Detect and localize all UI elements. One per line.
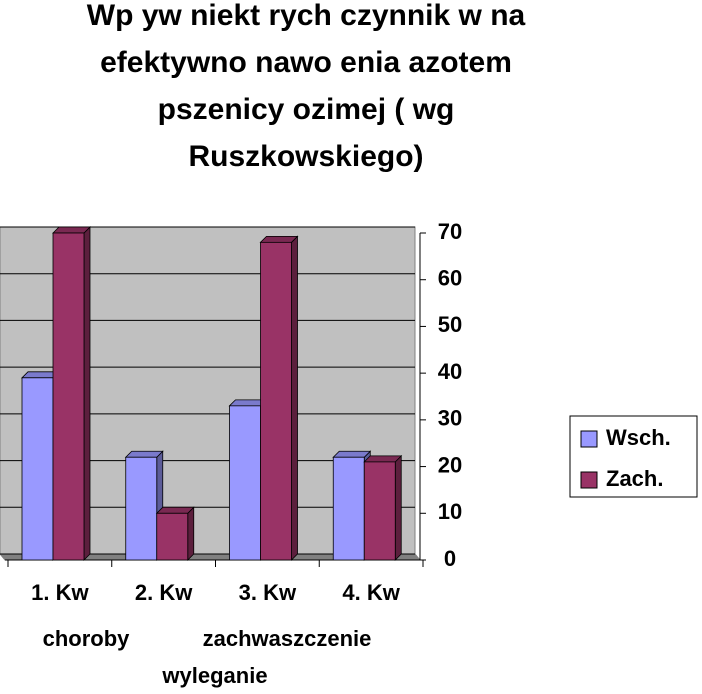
y-tick-label: 70 bbox=[438, 219, 462, 244]
bar-top bbox=[155, 506, 195, 514]
chart-title: efektywno nawo enia azotem bbox=[100, 46, 512, 79]
chart-title: pszenicy ozimej ( wg bbox=[158, 93, 455, 126]
bar bbox=[260, 241, 292, 561]
chart-title: Wp yw niekt rych czynnik w na bbox=[87, 0, 526, 32]
bar bbox=[332, 456, 365, 561]
x-tick-label: 1. Kw bbox=[31, 580, 89, 605]
x-tick-label: 4. Kw bbox=[342, 580, 400, 605]
legend-swatch bbox=[580, 430, 598, 448]
annotation: zachwaszczenie bbox=[203, 626, 372, 651]
bar-side bbox=[291, 235, 298, 561]
y-tick-label: 10 bbox=[438, 499, 462, 524]
legend-swatch bbox=[580, 471, 598, 489]
y-tick-label: 60 bbox=[438, 266, 462, 291]
chart-title: Ruszkowskiego) bbox=[188, 140, 423, 173]
bar-top bbox=[124, 450, 164, 458]
bar bbox=[125, 456, 158, 561]
bar bbox=[21, 377, 54, 561]
bar-side bbox=[187, 506, 195, 561]
bar bbox=[229, 405, 261, 561]
y-tick-label: 0 bbox=[444, 546, 456, 571]
bar bbox=[156, 512, 189, 561]
y-tick-label: 50 bbox=[438, 312, 462, 337]
bar-top bbox=[259, 235, 299, 243]
x-tick-label: 2. Kw bbox=[135, 580, 193, 605]
annotation: wyleganie bbox=[161, 663, 267, 688]
bar-top bbox=[332, 450, 372, 458]
bar-side bbox=[83, 226, 91, 561]
bar bbox=[363, 461, 396, 561]
legend-label: Wsch. bbox=[606, 425, 671, 450]
bar-top bbox=[52, 226, 91, 234]
x-tick-label: 3. Kw bbox=[239, 580, 297, 605]
y-tick-label: 20 bbox=[438, 452, 462, 477]
y-tick-label: 40 bbox=[438, 359, 462, 384]
bar bbox=[52, 232, 85, 561]
annotation: choroby bbox=[43, 626, 131, 651]
bar-side bbox=[394, 454, 402, 561]
bar-top bbox=[363, 455, 403, 463]
legend-label: Zach. bbox=[606, 466, 663, 491]
y-tick-label: 30 bbox=[438, 406, 462, 431]
